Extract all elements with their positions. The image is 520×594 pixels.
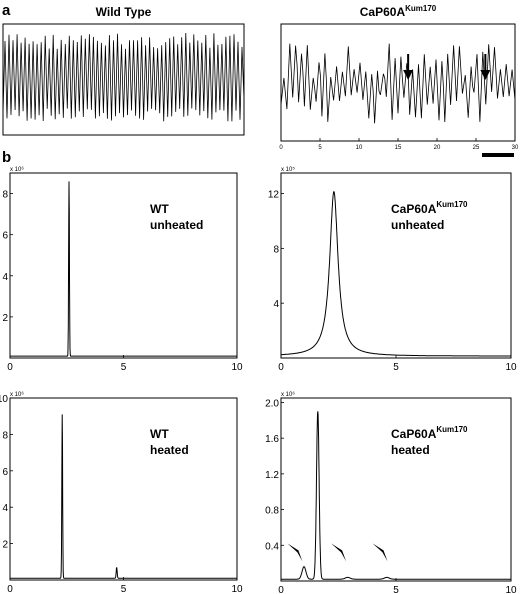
y-tick-label: 4 [2, 272, 8, 283]
x-tick-label: 20 [434, 145, 441, 151]
y-multiplier: x 10⁶ [281, 391, 295, 398]
y-tick-label: 2 [2, 313, 8, 324]
y-tick-label: 2.0 [265, 398, 279, 409]
x-tick-label: 15 [395, 145, 402, 151]
plot-frame [280, 23, 516, 142]
chart-b_wt_unheated: 0 5 10 2 4 6 8 x 10⁶ WT unheated [2, 166, 243, 373]
x-tick-label: 30 [512, 145, 519, 151]
x-tick-label: 10 [505, 585, 517, 594]
series-line [280, 190, 511, 357]
annotation-line: unheated [391, 218, 444, 232]
x-tick-label: 5 [121, 584, 127, 594]
plot-frame [9, 172, 238, 359]
arrowhead-marker [331, 543, 347, 562]
annotation-line: unheated [150, 218, 203, 232]
series-line [2, 32, 245, 122]
annotation-line: CaP60AKum170 [391, 425, 468, 441]
x-tick-label: 10 [231, 362, 243, 373]
arrowhead-marker [287, 543, 303, 562]
y-tick-label: 6 [2, 467, 8, 478]
y-tick-label: 12 [268, 190, 280, 201]
y-multiplier: x 10⁶ [10, 166, 24, 173]
annotation-line: WT [150, 427, 169, 441]
y-tick-label: 0.8 [265, 506, 279, 517]
plot-frame [2, 23, 245, 136]
x-tick-label: 5 [393, 585, 399, 594]
x-tick-label: 0 [278, 362, 284, 373]
chart-b_mut_unheated: 0 5 10 4 8 12 x 10⁵ CaP60AKum170 unheated [268, 166, 517, 373]
y-tick-label: 8 [2, 190, 8, 201]
x-tick-label: 10 [356, 145, 363, 151]
x-tick-label: 10 [231, 584, 243, 594]
x-tick-label: 5 [121, 362, 127, 373]
y-multiplier: x 10⁶ [10, 391, 24, 398]
x-tick-label: 0 [279, 145, 283, 151]
panel-a-label: a [2, 2, 11, 19]
series-line [10, 181, 237, 357]
chart-a_wt: Wild Type [2, 5, 245, 136]
y-tick-label: 0.4 [265, 541, 279, 552]
y-tick-label: 2 [2, 540, 8, 551]
series-line [280, 43, 516, 124]
y-tick-label: 1.2 [265, 470, 279, 481]
chart-a_mut: 0 5 10 15 20 25 30 CaP60AKum170 [279, 4, 519, 157]
y-tick-label: 10 [0, 394, 8, 405]
annotation-line: heated [391, 443, 430, 457]
chart-b_mut_heated: 0 5 10 0.4 0.8 1.2 1.6 2.0x 10⁶ CaP60AKum170 heat… [265, 391, 517, 594]
arrow-head [403, 70, 414, 80]
y-tick-label: 1.6 [265, 434, 279, 445]
arrow-head [480, 70, 491, 80]
annotation-line: CaP60AKum170 [391, 200, 468, 216]
arrowhead-marker [372, 543, 388, 562]
plot-frame [9, 397, 238, 581]
x-tick-label: 5 [393, 362, 399, 373]
x-tick-label: 0 [7, 362, 13, 373]
x-tick-label: 0 [278, 585, 284, 594]
series-line [281, 411, 511, 580]
annotation-line: WT [150, 202, 169, 216]
y-tick-label: 4 [273, 299, 279, 310]
x-tick-label: 0 [7, 584, 13, 594]
x-tick-label: 10 [505, 362, 517, 373]
y-multiplier: x 10⁵ [281, 166, 295, 173]
y-tick-label: 8 [273, 244, 279, 255]
x-tick-label: 5 [318, 145, 322, 151]
chart-title: Wild Type [96, 5, 152, 19]
series-line [10, 414, 237, 579]
y-tick-label: 8 [2, 430, 8, 441]
y-tick-label: 6 [2, 231, 8, 242]
scale-bar [482, 153, 514, 157]
annotation-line: heated [150, 443, 189, 457]
y-tick-label: 4 [2, 503, 8, 514]
chart-title: CaP60AKum170 [360, 4, 437, 19]
plot-frame [280, 172, 512, 359]
x-tick-label: 25 [473, 145, 480, 151]
panel-b-label: b [2, 149, 11, 166]
